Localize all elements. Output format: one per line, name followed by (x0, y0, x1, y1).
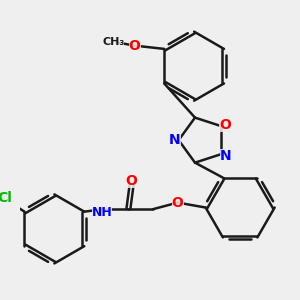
Text: N: N (220, 149, 231, 163)
Text: O: O (126, 174, 138, 188)
Text: Cl: Cl (0, 190, 12, 205)
Text: O: O (172, 196, 184, 210)
Text: NH: NH (92, 206, 112, 219)
Text: O: O (129, 39, 141, 52)
Text: O: O (220, 118, 231, 132)
Text: N: N (169, 133, 181, 147)
Text: CH₃: CH₃ (102, 37, 124, 47)
